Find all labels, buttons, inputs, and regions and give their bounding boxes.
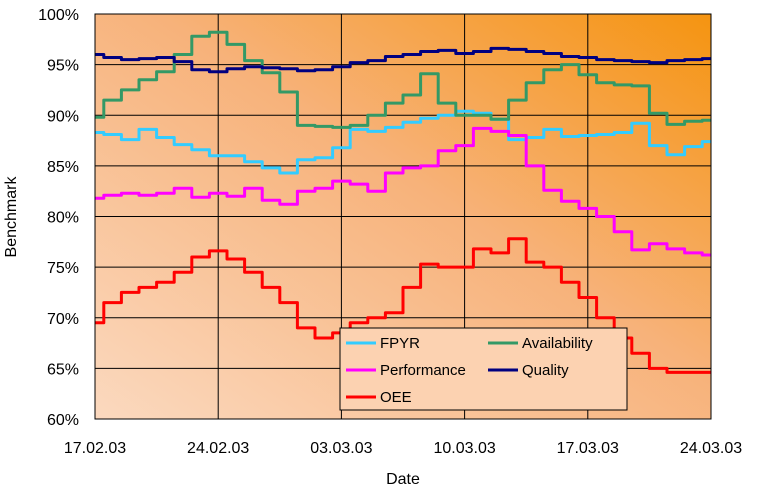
series-line-availability: [95, 30, 711, 129]
x-tick-label: 03.03.03: [310, 440, 372, 457]
y-tick-label: 100%: [38, 7, 79, 24]
legend-label-oee: OEE: [380, 389, 412, 406]
series-layer: [95, 30, 711, 374]
y-tick-label: 95%: [47, 58, 79, 75]
y-tick-label: 70%: [47, 311, 79, 328]
x-axis-ticks: 17.02.03 24.02.03 03.03.03 10.03.03 17.03.03…: [64, 440, 742, 457]
y-tick-label: 90%: [47, 108, 79, 125]
y-axis-ticks: 60% 65% 70% 75% 80% 85% 90% 95% 100%: [38, 7, 79, 429]
series-line-fpyr: [95, 109, 711, 175]
legend-label-fpyr: FPYR: [380, 335, 420, 352]
y-tick-label: 60%: [47, 412, 79, 429]
x-tick-label: 24.03.03: [680, 440, 742, 457]
x-tick-label: 24.02.03: [187, 440, 249, 457]
y-tick-label: 85%: [47, 159, 79, 176]
legend-label-performance: Performance: [380, 362, 466, 379]
x-tick-label: 17.02.03: [64, 440, 126, 457]
x-axis-label: Date: [386, 471, 420, 488]
legend-box: [339, 327, 628, 411]
y-tick-label: 80%: [47, 210, 79, 227]
series-line-quality: [95, 46, 711, 74]
legend: FPYR Availability Performance Quality OEE: [339, 327, 628, 411]
y-axis-label: Benchmark: [3, 176, 20, 258]
series-line-oee: [95, 237, 711, 374]
y-tick-label: 65%: [47, 361, 79, 378]
series-line-performance: [95, 126, 711, 257]
x-tick-label: 10.03.03: [433, 440, 495, 457]
y-tick-label: 75%: [47, 260, 79, 277]
legend-label-availability: Availability: [522, 335, 593, 352]
plot-border: [94, 13, 712, 420]
legend-label-quality: Quality: [522, 362, 569, 379]
x-tick-label: 17.03.03: [557, 440, 619, 457]
